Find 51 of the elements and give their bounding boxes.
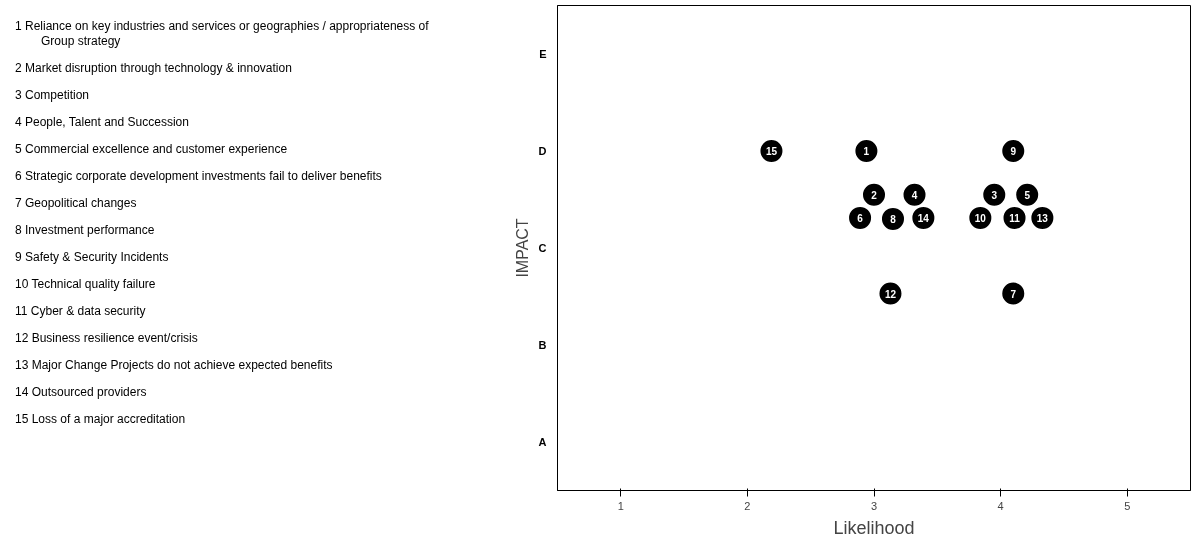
point bbox=[861, 181, 887, 208]
x-tick-label: 1 bbox=[617, 499, 624, 512]
annotation: 10 bbox=[974, 212, 987, 224]
point bbox=[1000, 138, 1027, 164]
text: 9 Safety & Security Incidents bbox=[15, 250, 170, 265]
annotation: 14 bbox=[917, 212, 930, 224]
text: 11 Cyber & data security bbox=[15, 304, 147, 319]
annotation: 15 bbox=[765, 146, 778, 157]
x-tick-label: 5 bbox=[1124, 499, 1131, 512]
x-tick-label: 4 bbox=[997, 499, 1004, 512]
category-label: E bbox=[539, 48, 547, 60]
annotation: 4 bbox=[911, 189, 918, 201]
annotation: 3 bbox=[991, 189, 998, 201]
annotation: 11 bbox=[1009, 212, 1021, 224]
annotation: 13 bbox=[1036, 212, 1049, 224]
annotation: 5 bbox=[1024, 189, 1031, 201]
annotation: 12 bbox=[884, 288, 897, 300]
annotation: 6 bbox=[857, 212, 864, 224]
category-label: A bbox=[538, 436, 547, 448]
category-label: B bbox=[538, 339, 547, 351]
annotation: 7 bbox=[1010, 288, 1017, 300]
text: 14 Outsourced providers bbox=[15, 385, 148, 400]
y-axis-title: IMPACT bbox=[513, 218, 531, 278]
annotation: 8 bbox=[890, 213, 897, 225]
point bbox=[1014, 181, 1041, 208]
category-label: D bbox=[538, 145, 547, 157]
x-tick-label: 2 bbox=[744, 499, 751, 512]
annotation: 9 bbox=[1010, 146, 1017, 157]
text: 8 Investment performance bbox=[15, 223, 156, 238]
x-tick-label: 3 bbox=[870, 499, 878, 512]
text: 1 Reliance on key industries and services or geographies / appropriateness of Group strategy bbox=[15, 19, 430, 49]
text: 12 Business resilience event/crisis bbox=[15, 331, 199, 346]
point bbox=[1000, 280, 1027, 307]
text: 13 Major Change Projects do not achieve expected benefits bbox=[15, 358, 334, 373]
annotation: 2 bbox=[871, 189, 878, 201]
text: 15 Loss of a major accreditation bbox=[15, 412, 187, 427]
text: 10 Technical quality failure bbox=[15, 277, 157, 292]
x-axis-title: Likelihood bbox=[833, 517, 915, 538]
text: 2 Market disruption through technology & innovation bbox=[15, 61, 293, 76]
point bbox=[847, 204, 874, 231]
annotation: 1 bbox=[863, 146, 870, 157]
text: 7 Geopolitical changes bbox=[15, 196, 138, 211]
text: 5 Commercial excellence and customer experience bbox=[15, 142, 289, 157]
text: 3 Competition bbox=[15, 88, 91, 103]
text: 4 People, Talent and Succession bbox=[15, 115, 190, 130]
point bbox=[901, 181, 928, 208]
point bbox=[879, 205, 906, 232]
point bbox=[853, 138, 880, 164]
text: 6 Strategic corporate development investments fail to deliver benefits bbox=[15, 169, 383, 184]
category-label: C bbox=[538, 242, 547, 254]
point bbox=[981, 181, 1008, 208]
